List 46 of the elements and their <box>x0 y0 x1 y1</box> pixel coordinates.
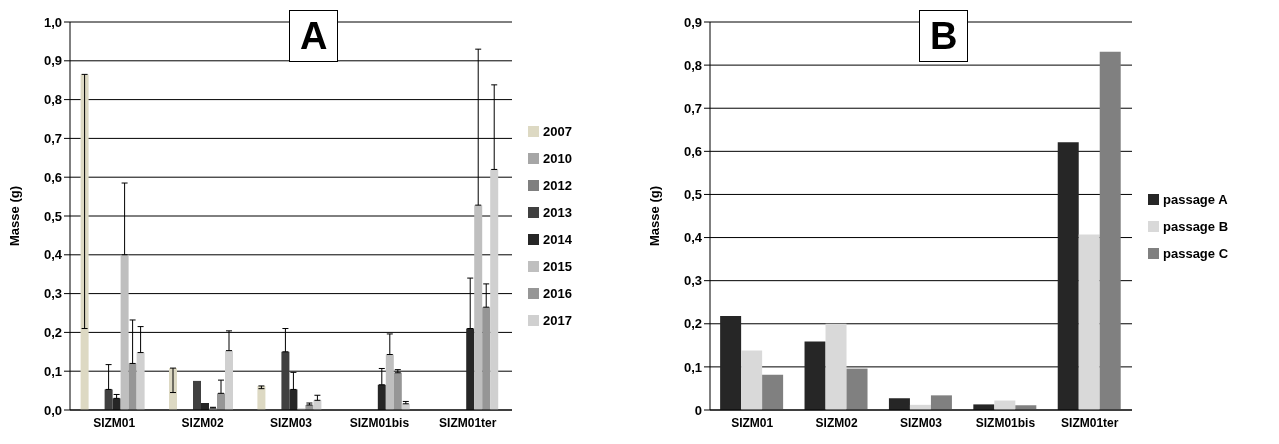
x-tick-label: SIZM03 <box>269 415 313 430</box>
y-axis-title: Masse (g) <box>646 186 662 246</box>
chart-title: B <box>919 10 969 62</box>
y-tick-label: 0,4 <box>683 230 703 246</box>
legend-label: 2012 <box>543 178 572 193</box>
legend-label: 2007 <box>543 124 572 139</box>
y-tick-label: 0,9 <box>683 14 702 30</box>
x-tick-label: SIZM01bis <box>975 415 1036 430</box>
y-tick-label: 0,1 <box>43 363 62 379</box>
x-tick-label: SIZM01 <box>731 415 774 430</box>
y-tick-label: 0,7 <box>683 100 702 116</box>
legend-label: 2015 <box>543 259 572 274</box>
x-tick-label: SIZM02 <box>815 415 858 430</box>
y-tick-label: 0,0 <box>43 402 62 418</box>
y-tick-label: 0 <box>694 402 702 418</box>
x-tick-label: SIZM02 <box>181 415 224 430</box>
y-tick-label: 0,2 <box>683 316 702 332</box>
y-tick-label: 0,1 <box>683 359 702 375</box>
chart-title: A <box>289 10 339 62</box>
y-tick-label: 0,2 <box>43 325 62 341</box>
y-tick-label: 0,9 <box>43 53 62 69</box>
y-tick-label: 0,5 <box>43 208 62 224</box>
legend-label: 2010 <box>543 151 572 166</box>
legend-label: 2016 <box>543 286 572 301</box>
legend-label: 2017 <box>543 313 572 328</box>
y-tick-label: 0,8 <box>43 92 62 108</box>
legend-label: passage C <box>1163 245 1229 261</box>
x-tick-label: SIZM01 <box>93 415 136 430</box>
x-tick-label: SIZM01bis <box>349 415 410 430</box>
y-axis-title: Masse (g) <box>6 186 22 246</box>
y-tick-label: 0,6 <box>683 143 702 159</box>
y-tick-label: 0,5 <box>683 187 702 203</box>
y-tick-label: 0,8 <box>683 57 702 73</box>
x-tick-label: SIZM03 <box>899 415 943 430</box>
x-tick-label: SIZM01ter <box>439 415 497 430</box>
legend-label: 2013 <box>543 205 572 220</box>
y-tick-label: 0,3 <box>43 286 62 302</box>
y-tick-label: 0,6 <box>43 169 62 185</box>
y-tick-label: 0,7 <box>43 131 62 147</box>
y-tick-label: 0,3 <box>683 273 702 289</box>
legend-label: passage A <box>1163 191 1228 207</box>
x-tick-label: SIZM01ter <box>1061 415 1119 430</box>
legend-label: 2014 <box>543 232 572 247</box>
y-tick-label: 0,4 <box>43 247 63 263</box>
legend-label: passage B <box>1163 218 1229 234</box>
y-tick-label: 1,0 <box>43 14 62 30</box>
